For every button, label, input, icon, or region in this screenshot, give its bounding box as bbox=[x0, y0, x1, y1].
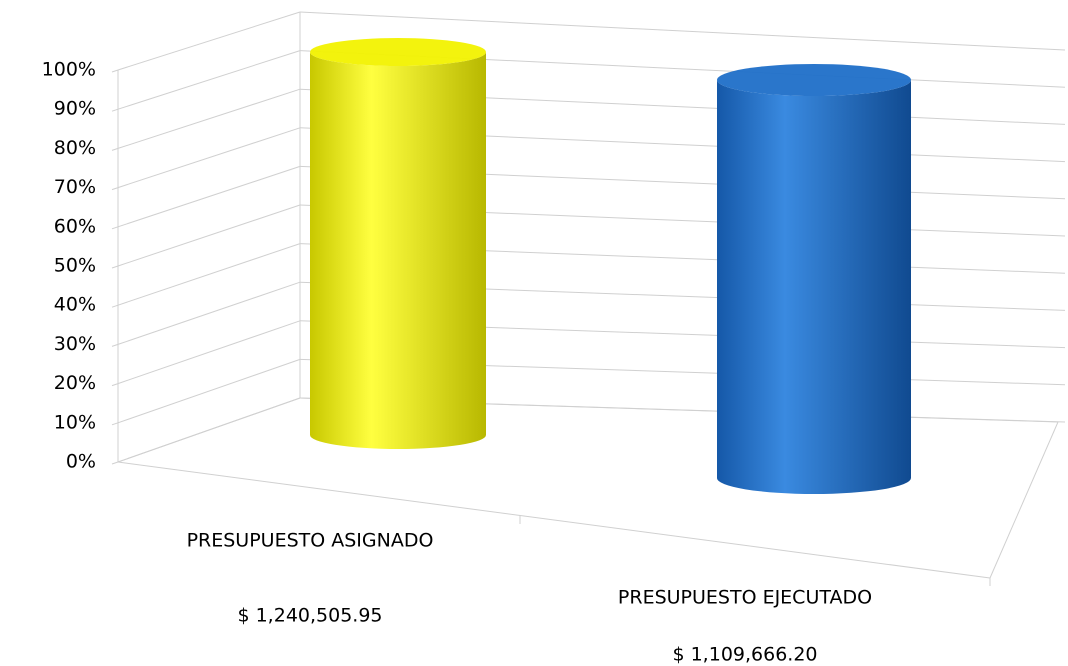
axis-tick bbox=[111, 461, 119, 465]
axis-tick bbox=[111, 265, 119, 269]
grid-line bbox=[117, 358, 301, 424]
cylinder-body bbox=[310, 52, 486, 449]
cylinder-top bbox=[717, 64, 911, 96]
grid-line bbox=[117, 243, 301, 306]
amount-label: $ 1,109,666.20 bbox=[672, 644, 817, 666]
grid-line bbox=[117, 165, 301, 228]
axis-tick bbox=[111, 226, 119, 230]
y-tick-label: 50% bbox=[54, 255, 96, 277]
floor-edge bbox=[117, 461, 991, 579]
grid-line bbox=[299, 11, 1066, 51]
axis-tick bbox=[111, 187, 119, 191]
axis-tick bbox=[111, 304, 119, 308]
y-tick-label: 20% bbox=[54, 372, 96, 394]
grid-line bbox=[117, 320, 301, 385]
grid-line bbox=[117, 50, 301, 110]
y-tick-label: 70% bbox=[54, 176, 96, 198]
floor-edge bbox=[989, 421, 1059, 579]
walls bbox=[117, 12, 1059, 586]
y-tick-label: 40% bbox=[54, 294, 96, 316]
axis-tick bbox=[111, 383, 119, 387]
y-tick-label: 0% bbox=[66, 451, 96, 473]
x-tick-label: PRESUPUESTO ASIGNADO bbox=[187, 530, 434, 552]
y-tick-label: 100% bbox=[42, 59, 96, 81]
amount-label: $ 1,240,505.95 bbox=[237, 605, 382, 627]
grid-line bbox=[117, 127, 301, 189]
y-tick-label: 80% bbox=[54, 137, 96, 159]
axis-tick bbox=[111, 69, 119, 73]
cylinder-body bbox=[717, 80, 911, 494]
axis-tick bbox=[111, 147, 119, 151]
grid-line bbox=[117, 204, 301, 267]
axis-tick bbox=[111, 343, 119, 347]
y-tick-label: 60% bbox=[54, 215, 96, 237]
y-tick-label: 10% bbox=[54, 411, 96, 433]
grid-line bbox=[117, 88, 301, 149]
y-tick-label: 30% bbox=[54, 333, 96, 355]
grid-line bbox=[117, 397, 301, 463]
axis-tick bbox=[111, 108, 119, 112]
cylinder-top bbox=[310, 38, 486, 66]
grid-line bbox=[117, 281, 301, 345]
y-tick-label: 90% bbox=[54, 98, 96, 120]
x-tick-label: PRESUPUESTO EJECUTADO bbox=[618, 587, 872, 609]
grid-line bbox=[117, 11, 301, 71]
axis-tick bbox=[111, 422, 119, 426]
